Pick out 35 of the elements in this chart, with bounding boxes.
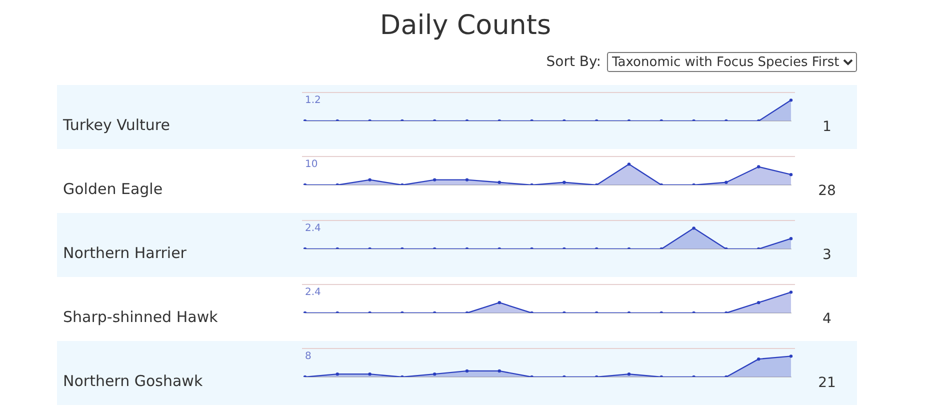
point	[724, 180, 728, 184]
text: 3	[822, 247, 832, 263]
text: Northern Harrier	[63, 244, 186, 262]
point	[433, 178, 436, 182]
point	[498, 180, 501, 184]
point	[562, 180, 566, 184]
text: Golden Eagle	[63, 180, 163, 198]
text: Sort By:	[546, 54, 601, 70]
text: 21	[817, 375, 837, 391]
point	[368, 178, 372, 182]
sort-select: Taxonomic with Focus Species First	[607, 52, 857, 72]
point	[368, 372, 372, 376]
annotation: 8	[305, 351, 312, 362]
point	[789, 172, 793, 176]
text: Northern Goshawk	[63, 372, 203, 390]
point	[465, 369, 469, 373]
point	[433, 372, 436, 376]
text: 4	[822, 311, 832, 327]
point	[757, 357, 760, 361]
annotation: 2.4	[305, 223, 321, 234]
point	[627, 162, 631, 166]
point	[498, 369, 501, 373]
point	[627, 372, 631, 376]
point	[789, 354, 793, 358]
point	[465, 178, 469, 182]
text: Turkey Vulture	[63, 116, 170, 134]
annotation: 1.2	[305, 95, 321, 106]
annotation: 2.4	[305, 287, 321, 298]
text: Daily Counts	[378, 10, 552, 41]
annotation: 10	[305, 159, 318, 170]
point	[336, 372, 339, 376]
text: 1	[822, 119, 832, 135]
point	[757, 165, 760, 168]
text: Sharp-shinned Hawk	[63, 308, 218, 326]
text: 28	[817, 183, 837, 199]
